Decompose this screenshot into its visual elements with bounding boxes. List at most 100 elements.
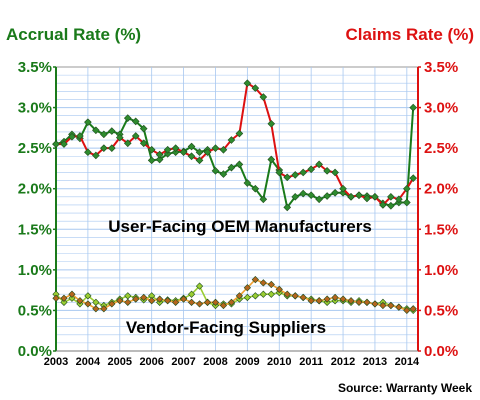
data-point bbox=[156, 295, 164, 303]
plot-area bbox=[55, 66, 419, 352]
data-point bbox=[307, 297, 315, 305]
x-tick-label: 2004 bbox=[76, 356, 101, 368]
data-point bbox=[187, 142, 196, 151]
data-point bbox=[267, 290, 275, 298]
data-point bbox=[355, 191, 363, 200]
data-point bbox=[363, 298, 371, 306]
y-left-tick-label: 0.0% bbox=[18, 343, 52, 360]
data-point bbox=[68, 132, 76, 141]
data-point bbox=[243, 284, 251, 292]
y-left-tick-label: 1.0% bbox=[18, 262, 52, 279]
data-point bbox=[139, 139, 148, 148]
data-point bbox=[219, 145, 228, 154]
annotation-oem: User-Facing OEM Manufacturers bbox=[108, 217, 372, 236]
data-point bbox=[164, 297, 172, 305]
data-point bbox=[195, 156, 204, 165]
y-left-tick-label: 3.5% bbox=[18, 59, 52, 76]
data-point bbox=[227, 163, 236, 172]
data-point bbox=[131, 117, 140, 126]
data-point bbox=[235, 129, 244, 138]
data-point bbox=[267, 119, 276, 128]
data-point bbox=[84, 148, 92, 157]
y-left-tick-label: 1.5% bbox=[18, 221, 52, 238]
data-point bbox=[187, 290, 196, 298]
data-point bbox=[395, 195, 403, 204]
data-point bbox=[60, 298, 68, 306]
data-point bbox=[243, 293, 251, 302]
data-point bbox=[409, 103, 418, 112]
data-point bbox=[139, 124, 148, 133]
data-point bbox=[163, 145, 172, 154]
data-point bbox=[371, 300, 379, 308]
data-point bbox=[307, 191, 315, 200]
data-point bbox=[227, 298, 236, 306]
data-point bbox=[251, 184, 260, 193]
y-left-tick-label: 2.5% bbox=[18, 140, 52, 157]
data-point bbox=[291, 193, 300, 201]
data-point bbox=[315, 160, 323, 169]
data-point bbox=[371, 193, 379, 201]
data-point bbox=[315, 297, 323, 305]
y-left-tick-label: 2.0% bbox=[18, 181, 52, 198]
left-axis-title: Accrual Rate (%) bbox=[6, 25, 141, 44]
data-point bbox=[363, 194, 371, 203]
data-point bbox=[307, 165, 315, 174]
data-point bbox=[251, 84, 260, 92]
data-point bbox=[299, 189, 308, 198]
data-point bbox=[219, 170, 228, 178]
data-point bbox=[60, 294, 68, 302]
data-point bbox=[195, 282, 204, 290]
data-point bbox=[219, 301, 228, 310]
data-point bbox=[147, 145, 156, 154]
data-point bbox=[107, 127, 116, 135]
data-point bbox=[148, 297, 156, 305]
x-tick-label: 2008 bbox=[203, 356, 227, 368]
data-point bbox=[259, 195, 268, 204]
data-point bbox=[355, 298, 363, 306]
data-point bbox=[52, 140, 60, 148]
y-right-tick-label: 3.5% bbox=[424, 59, 458, 76]
data-point bbox=[163, 149, 172, 158]
data-point bbox=[379, 201, 387, 209]
data-point bbox=[107, 144, 116, 152]
axis-tick-labels: 0.0% 0.0% 0.5% 0.5% 1.0% 1.0% 1.5% 1.5% 2.0% 2.0%… bbox=[18, 59, 458, 368]
data-point bbox=[331, 293, 339, 302]
data-point bbox=[84, 292, 92, 300]
data-point bbox=[131, 132, 140, 140]
data-point bbox=[155, 150, 164, 159]
data-point bbox=[171, 298, 180, 306]
data-point bbox=[140, 293, 148, 302]
data-point bbox=[116, 297, 124, 305]
data-point bbox=[155, 155, 164, 164]
data-point bbox=[275, 168, 284, 177]
data-point bbox=[267, 155, 276, 164]
x-tick-label: 2006 bbox=[139, 356, 163, 368]
data-point bbox=[92, 151, 100, 160]
data-point bbox=[283, 203, 292, 212]
data-point bbox=[299, 293, 307, 302]
series-claims-rate bbox=[52, 79, 418, 209]
data-point bbox=[331, 168, 339, 177]
data-point bbox=[403, 306, 411, 315]
data-point bbox=[108, 300, 116, 308]
data-point bbox=[68, 294, 76, 302]
data-point bbox=[124, 298, 132, 306]
x-tick-label: 2013 bbox=[363, 356, 387, 368]
data-point bbox=[52, 294, 60, 302]
data-point bbox=[387, 301, 395, 310]
data-point bbox=[331, 188, 339, 197]
x-tick-label: 2012 bbox=[331, 356, 355, 368]
plot-frame bbox=[55, 66, 419, 352]
data-point bbox=[251, 275, 259, 284]
data-point bbox=[387, 193, 395, 201]
x-tick-label: 2003 bbox=[44, 356, 68, 368]
data-point bbox=[132, 295, 140, 303]
data-point bbox=[84, 300, 92, 308]
data-point bbox=[171, 148, 180, 157]
data-point bbox=[195, 300, 204, 308]
data-point bbox=[315, 195, 323, 204]
data-point bbox=[395, 303, 403, 311]
data-point bbox=[259, 93, 268, 101]
data-point bbox=[323, 192, 331, 200]
data-point bbox=[267, 280, 275, 289]
